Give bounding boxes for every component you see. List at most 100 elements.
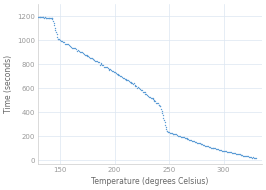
Point: [196, 141, 200, 144]
Point: [215, 147, 219, 150]
Point: [238, 153, 243, 156]
Point: [235, 153, 240, 156]
Point: [79, 51, 83, 54]
Point: [190, 139, 194, 142]
Point: [222, 149, 226, 152]
Point: [197, 142, 202, 145]
Point: [129, 81, 133, 84]
Point: [159, 107, 163, 110]
Point: [163, 123, 167, 126]
Point: [230, 151, 234, 154]
Point: [200, 143, 204, 146]
Point: [76, 49, 80, 52]
Point: [100, 64, 105, 67]
Point: [222, 150, 227, 153]
Point: [174, 133, 178, 136]
Point: [98, 63, 102, 66]
Point: [147, 95, 151, 98]
Point: [55, 35, 59, 38]
Point: [201, 143, 206, 146]
Point: [249, 156, 253, 159]
Point: [211, 147, 215, 150]
Point: [164, 125, 168, 128]
Point: [102, 66, 106, 69]
Point: [60, 39, 64, 42]
Point: [155, 101, 159, 105]
Point: [251, 156, 256, 159]
Point: [53, 28, 57, 31]
Point: [243, 154, 248, 158]
Point: [75, 49, 79, 52]
Point: [156, 102, 160, 105]
Point: [164, 128, 168, 131]
Point: [221, 149, 225, 152]
Point: [59, 40, 63, 43]
Point: [134, 85, 139, 88]
Point: [206, 145, 210, 148]
Point: [205, 145, 209, 148]
Point: [63, 43, 67, 46]
Point: [211, 147, 215, 150]
Point: [239, 154, 244, 157]
Point: [56, 37, 60, 40]
Point: [110, 70, 114, 73]
Point: [170, 132, 174, 135]
Point: [125, 78, 130, 81]
Point: [54, 31, 58, 34]
Point: [160, 112, 164, 115]
Point: [65, 43, 69, 46]
Point: [36, 15, 40, 18]
Point: [99, 63, 103, 66]
Point: [67, 44, 71, 47]
Point: [43, 16, 47, 19]
Point: [105, 65, 109, 68]
Point: [161, 114, 165, 117]
Point: [73, 47, 77, 50]
Point: [173, 133, 177, 136]
Point: [169, 131, 174, 134]
Point: [43, 16, 48, 19]
Point: [148, 95, 152, 98]
Point: [129, 81, 133, 84]
Point: [118, 74, 122, 77]
Point: [177, 135, 181, 138]
Point: [49, 17, 54, 20]
Point: [49, 17, 53, 20]
Point: [171, 132, 176, 135]
Point: [161, 116, 165, 119]
Point: [86, 55, 90, 58]
Point: [180, 135, 184, 138]
Point: [51, 19, 55, 22]
Point: [94, 59, 98, 63]
Point: [39, 16, 43, 19]
Point: [111, 70, 115, 73]
Point: [74, 48, 78, 51]
Point: [55, 33, 59, 36]
Point: [149, 97, 153, 100]
Point: [42, 16, 46, 19]
Point: [137, 87, 141, 90]
Point: [165, 130, 169, 133]
Point: [48, 17, 52, 20]
Point: [159, 110, 164, 113]
Point: [202, 144, 206, 147]
Point: [184, 137, 189, 140]
Point: [192, 140, 196, 143]
Point: [154, 101, 158, 104]
Point: [106, 68, 111, 71]
Point: [136, 86, 140, 89]
Point: [133, 84, 138, 87]
Point: [194, 141, 198, 144]
Point: [246, 155, 251, 158]
Point: [145, 93, 149, 96]
Point: [131, 82, 135, 85]
Point: [156, 104, 161, 107]
Point: [116, 74, 120, 77]
Point: [61, 41, 65, 44]
Y-axis label: Time (seconds): Time (seconds): [4, 55, 13, 113]
Point: [50, 17, 55, 20]
Point: [38, 15, 43, 18]
Point: [92, 59, 97, 62]
Point: [151, 97, 155, 100]
Point: [51, 21, 56, 25]
